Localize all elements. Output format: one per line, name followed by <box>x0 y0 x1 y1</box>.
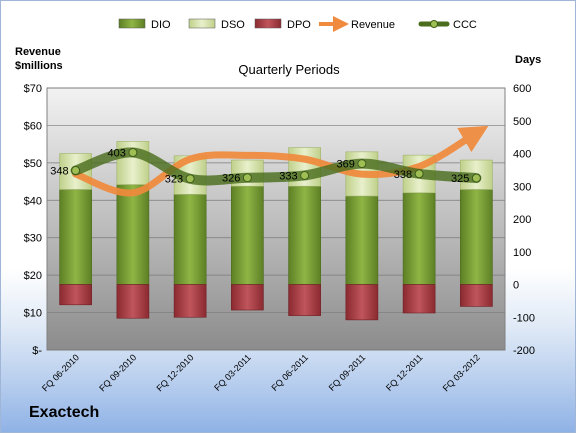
left-tick-label: $60 <box>24 120 42 132</box>
right-tick-label: 400 <box>513 149 531 161</box>
ccc-data-label: 333 <box>279 170 297 182</box>
dio-bar <box>231 185 264 285</box>
right-tick-label: 600 <box>513 83 531 95</box>
ccc-line <box>70 147 482 186</box>
ccc-point <box>414 169 424 179</box>
right-tick-label: 300 <box>513 181 531 193</box>
revenue-line <box>72 125 489 197</box>
left-tick-label: $70 <box>24 83 42 95</box>
chart-title: Quarterly Periods <box>238 62 340 77</box>
dpo-bar <box>116 284 150 319</box>
left-tick-label: $10 <box>24 308 42 320</box>
left-tick-label: $40 <box>24 195 42 207</box>
category-label: FQ 12-2011 <box>384 352 425 393</box>
dpo-bar <box>345 284 379 321</box>
ccc-point <box>471 173 481 183</box>
category-label: FQ 09-2011 <box>327 352 368 393</box>
left-tick-label: $- <box>32 345 42 357</box>
dpo-bar <box>173 284 207 318</box>
ccc-data-label: 325 <box>451 173 469 185</box>
plot-area <box>46 87 506 351</box>
ccc-point <box>185 174 195 184</box>
ccc-point <box>242 173 252 183</box>
ccc-point <box>128 148 138 158</box>
category-label: FQ 12-2010 <box>155 352 196 393</box>
category-label: FQ 06-2011 <box>269 352 310 393</box>
ccc-data-label: 403 <box>108 148 126 160</box>
legend-label-dso: DSO <box>221 19 245 31</box>
dio-bar <box>460 189 493 285</box>
dio-bar <box>173 194 207 285</box>
legend-swatch-dpo <box>254 18 282 29</box>
right-tick-label: 200 <box>513 214 531 226</box>
legend-swatch-dso <box>188 18 216 29</box>
right-axis-label: Days <box>515 54 542 66</box>
category-label: FQ 06-2010 <box>40 352 81 393</box>
left-tick-label: $50 <box>24 158 42 170</box>
category-label: FQ 09-2010 <box>97 352 138 393</box>
dpo-bar <box>402 284 436 314</box>
dpo-bar <box>460 284 493 307</box>
right-tick-label: 0 <box>513 280 519 292</box>
left-tick-label: $30 <box>24 233 42 245</box>
dpo-bar <box>231 284 264 311</box>
right-tick-label: -200 <box>513 345 535 357</box>
dio-bar <box>402 192 436 285</box>
legend-label-revenue: Revenue <box>351 19 395 31</box>
company-name: Exactech <box>29 404 100 421</box>
legend-label-dio: DIO <box>151 19 171 31</box>
ccc-data-label: 348 <box>50 166 68 178</box>
right-tick-label: 100 <box>513 247 531 259</box>
ccc-data-label: 326 <box>222 173 240 185</box>
left-axis-label: Revenue $millions <box>15 46 63 72</box>
dio-bar <box>288 185 321 285</box>
ccc-point <box>300 170 310 180</box>
category-label: FQ 03-2012 <box>441 352 482 393</box>
right-tick-label: 500 <box>513 116 531 128</box>
dpo-bar <box>288 284 321 316</box>
ccc-data-label: 338 <box>394 169 412 181</box>
legend-label-dpo: DPO <box>287 19 311 31</box>
legend-swatch-dio <box>118 18 146 29</box>
dpo-bar <box>59 284 92 306</box>
left-tick-label: $20 <box>24 270 42 282</box>
legend-label-ccc: CCC <box>453 19 477 31</box>
ccc-data-label: 369 <box>337 159 355 171</box>
ccc-data-label: 323 <box>165 174 183 186</box>
dio-bar <box>59 189 92 285</box>
category-label: FQ 03-2011 <box>212 352 253 393</box>
dio-bar <box>116 184 150 285</box>
dio-bar <box>345 195 379 285</box>
ccc-point <box>357 159 367 169</box>
right-tick-label: -100 <box>513 312 535 324</box>
legend-swatch-ccc-dot <box>430 20 438 28</box>
ccc-point <box>71 166 81 176</box>
